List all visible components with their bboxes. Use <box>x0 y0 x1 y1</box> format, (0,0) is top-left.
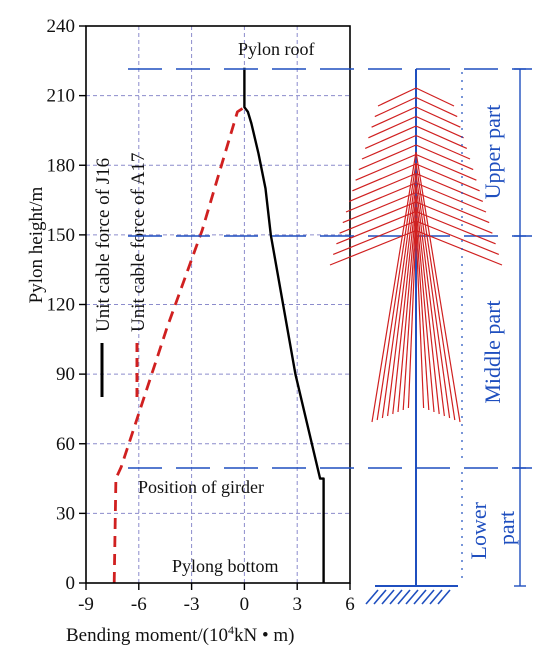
x-tick-label: 6 <box>345 594 355 615</box>
y-tick-label: 210 <box>47 86 76 107</box>
cable-short-right <box>415 210 496 245</box>
y-tick-label: 180 <box>47 155 76 176</box>
cable-long-left <box>376 162 417 421</box>
cable-short-right <box>415 220 500 255</box>
x-axis-label-tail: kN • m) <box>234 625 294 646</box>
cable-short-right <box>415 182 487 213</box>
cable-long-right <box>415 228 425 409</box>
cable-long-left <box>407 228 417 409</box>
cable-short-left <box>345 182 417 213</box>
cable-short-left <box>355 153 417 181</box>
cable-short-right <box>415 106 461 128</box>
part-label-middle: Middle part <box>480 300 505 403</box>
x-axis-label-main: Bending moment/(10 <box>66 625 228 646</box>
cable-short-left <box>352 163 417 192</box>
y-tick-label: 150 <box>47 225 76 246</box>
series-line-j16 <box>243 67 325 583</box>
cable-short-left <box>374 96 417 118</box>
x-tick-label: 3 <box>292 594 302 615</box>
cable-long-left <box>371 151 417 423</box>
hatch-line <box>429 589 443 605</box>
chart-grid <box>86 26 350 583</box>
cable-long-left <box>392 195 417 415</box>
cable-long-right <box>415 151 461 423</box>
x-tick-label: -9 <box>78 594 94 615</box>
x-tick-label: -6 <box>131 594 147 615</box>
cable-short-right <box>415 144 474 171</box>
cable-short-left <box>336 210 417 245</box>
part-label-lower-line1: Lower <box>466 501 491 559</box>
hatch-line <box>421 589 435 605</box>
cable-short-right <box>415 201 493 234</box>
ground-hatch <box>365 589 451 605</box>
cable-long-right <box>415 195 440 415</box>
legend-label-j16: Unit cable force of J16 <box>93 158 114 332</box>
hatch-line <box>405 589 419 605</box>
cable-short-left <box>358 144 417 171</box>
series-line-a17 <box>112 106 246 584</box>
cable-short-left <box>368 115 417 139</box>
y-tick-label: 30 <box>56 503 75 524</box>
cable-long-right <box>415 184 445 417</box>
annotation-position-of-girder: Position of girder <box>138 477 264 497</box>
x-axis-ticks: -9 -6 -3 0 3 6 <box>78 583 355 615</box>
cable-long-right <box>415 173 451 419</box>
x-tick-label: 0 <box>240 594 250 615</box>
cable-short-right <box>415 153 477 181</box>
cable-long-left <box>381 173 417 419</box>
cable-long-right <box>415 206 435 413</box>
cable-long-left <box>402 217 417 411</box>
hatch-line <box>437 589 451 605</box>
cable-short-right <box>415 172 484 202</box>
cable-short-right <box>415 163 480 192</box>
y-tick-label: 60 <box>56 434 75 455</box>
cable-short-left <box>377 87 417 107</box>
cable-long-right <box>415 162 456 421</box>
part-label-lower-line2: part <box>494 511 519 545</box>
cable-short-left <box>361 134 417 160</box>
legend-label-a17: Unit cable force of A17 <box>128 153 149 332</box>
hatch-line <box>413 589 427 605</box>
hatch-line <box>365 589 379 605</box>
y-tick-label: 120 <box>47 295 76 316</box>
cable-long-left <box>387 184 417 417</box>
cable-short-right <box>415 115 464 139</box>
y-tick-label: 0 <box>66 573 76 594</box>
x-axis-label-sup: 4 <box>228 623 234 637</box>
y-axis-ticks: 0 30 60 90 120 150 180 210 240 <box>47 16 86 594</box>
x-tick-label: -3 <box>184 594 200 615</box>
cable-short-right <box>415 134 471 160</box>
cable-short-left <box>342 191 417 224</box>
pylon-schematic: Upper part Middle part Lower part <box>128 68 532 605</box>
y-tick-label: 90 <box>56 364 75 385</box>
cable-short-left <box>371 106 417 128</box>
hatch-line <box>373 589 387 605</box>
annotation-pylon-roof: Pylon roof <box>238 39 315 59</box>
hatch-line <box>389 589 403 605</box>
part-label-upper: Upper part <box>480 105 505 200</box>
cable-short-left <box>364 125 417 149</box>
cable-short-left <box>348 172 417 202</box>
cable-short-right <box>415 125 468 149</box>
part-label-lower: Lower part <box>466 497 519 560</box>
annotation-pylong-bottom: Pylong bottom <box>172 556 279 576</box>
cable-short-left <box>332 220 417 255</box>
cable-short-left <box>339 201 417 234</box>
x-axis-label: Bending moment/(104kN • m) <box>66 623 295 646</box>
cable-short-right <box>415 87 455 107</box>
hatch-line <box>381 589 395 605</box>
stay-cables <box>329 87 503 423</box>
cable-long-left <box>397 206 417 413</box>
cable-long-right <box>415 217 430 411</box>
y-axis-label: Pylon height/m <box>26 186 47 303</box>
chart-series <box>112 67 325 584</box>
cable-short-right <box>415 191 490 224</box>
cable-short-right <box>415 96 458 118</box>
hatch-line <box>397 589 411 605</box>
y-tick-label: 240 <box>47 16 76 37</box>
